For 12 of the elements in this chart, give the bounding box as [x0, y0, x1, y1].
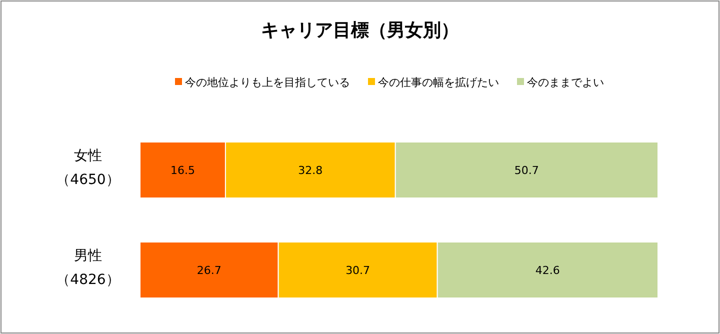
legend-label: 今の仕事の幅を拡げたい — [378, 76, 499, 89]
data-label: 42.6 — [535, 264, 560, 277]
y-tick-label: 女性（4650） — [56, 148, 120, 188]
data-label: 16.5 — [170, 164, 195, 177]
legend-label: 今の地位よりも上を目指している — [185, 76, 350, 89]
data-label: 50.7 — [514, 164, 539, 177]
legend-label: 今のままでよい — [527, 76, 604, 89]
chart-title: キャリア目標（男女別） — [261, 20, 459, 41]
data-label: 30.7 — [346, 264, 370, 277]
y-tick-label: 男性（4826） — [56, 248, 120, 288]
data-label: 32.8 — [298, 164, 323, 177]
data-label: 26.7 — [196, 264, 222, 277]
